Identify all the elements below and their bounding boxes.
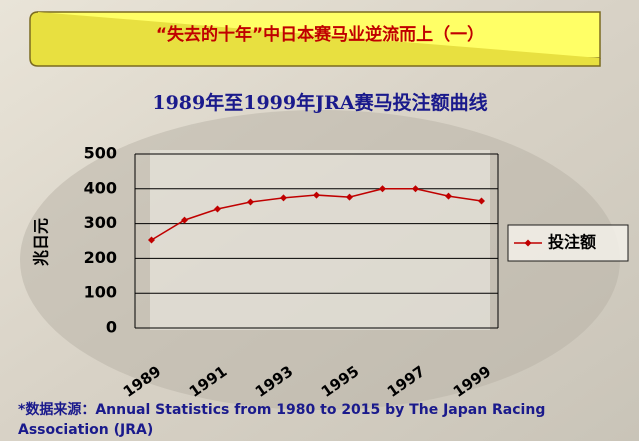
data-point — [379, 185, 386, 193]
data-point — [181, 216, 188, 224]
data-point — [412, 185, 419, 193]
data-point — [214, 205, 221, 213]
data-point — [313, 191, 320, 199]
chart-title: 1989年至1999年JRA赛马投注额曲线 — [152, 91, 487, 114]
banner-title: “失去的十年”中日本赛马业逆流而上（一） — [156, 24, 484, 45]
y-tick-label: 0 — [106, 318, 117, 337]
y-axis-label: 兆日元 — [32, 218, 51, 266]
banner-curl — [29, 11, 601, 67]
data-point — [346, 193, 353, 201]
legend-marker — [524, 239, 532, 247]
banner: “失去的十年”中日本赛马业逆流而上（一） — [29, 11, 601, 67]
source-note: *数据来源：Annual Statistics from 1980 to 201… — [18, 401, 550, 438]
y-tick-label: 200 — [84, 248, 117, 267]
y-tick-label: 500 — [84, 144, 117, 163]
y-tick-label: 400 — [84, 178, 117, 197]
data-point — [280, 194, 287, 202]
data-point — [445, 192, 452, 200]
data-point — [247, 198, 254, 206]
legend-label: 投注额 — [548, 233, 596, 252]
y-tick-label: 100 — [84, 283, 117, 302]
data-point — [478, 197, 485, 205]
y-tick-label: 300 — [84, 213, 117, 232]
data-point — [148, 236, 155, 244]
plot-backdrop — [150, 150, 490, 330]
